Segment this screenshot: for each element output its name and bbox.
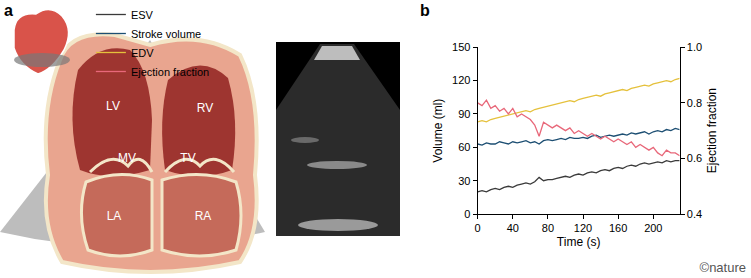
svg-text:0.8: 0.8 [687, 97, 702, 109]
svg-text:Stroke volume: Stroke volume [131, 28, 201, 40]
svg-text:90: 90 [458, 108, 470, 120]
svg-text:LA: LA [107, 209, 122, 223]
svg-text:LV: LV [106, 99, 120, 113]
svg-text:150: 150 [452, 41, 470, 53]
svg-text:MV: MV [118, 151, 136, 165]
svg-text:30: 30 [458, 175, 470, 187]
svg-text:160: 160 [609, 222, 627, 234]
svg-text:0.4: 0.4 [687, 208, 702, 220]
svg-text:a: a [4, 2, 13, 19]
svg-text:200: 200 [644, 222, 662, 234]
svg-text:0.6: 0.6 [687, 152, 702, 164]
svg-text:60: 60 [458, 141, 470, 153]
svg-text:40: 40 [507, 222, 519, 234]
svg-text:RV: RV [197, 101, 213, 115]
svg-text:0: 0 [464, 208, 470, 220]
svg-text:Volume (ml): Volume (ml) [431, 99, 445, 163]
svg-text:120: 120 [452, 74, 470, 86]
svg-text:0: 0 [475, 222, 481, 234]
svg-text:RA: RA [195, 209, 212, 223]
svg-text:1.0: 1.0 [687, 41, 702, 53]
svg-text:ESV: ESV [131, 9, 154, 21]
svg-text:80: 80 [542, 222, 554, 234]
svg-text:Ejection fraction: Ejection fraction [705, 88, 719, 173]
svg-text:©nature: ©nature [700, 260, 746, 275]
svg-text:TV: TV [180, 151, 195, 165]
svg-text:Time (s): Time (s) [557, 235, 601, 249]
svg-text:b: b [420, 2, 430, 19]
svg-text:EDV: EDV [131, 47, 154, 59]
svg-text:Ejection fraction: Ejection fraction [131, 66, 209, 78]
svg-text:120: 120 [574, 222, 592, 234]
